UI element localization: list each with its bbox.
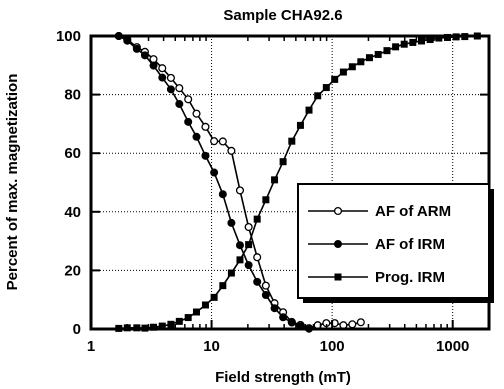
data-point — [219, 282, 227, 290]
data-point — [218, 137, 227, 146]
data-point — [184, 117, 193, 126]
data-point — [357, 58, 365, 66]
data-point — [392, 43, 400, 51]
data-point — [149, 61, 158, 70]
x-tick-label: 1000 — [436, 338, 469, 355]
data-point — [192, 109, 201, 118]
data-point — [201, 151, 210, 160]
data-point — [175, 99, 184, 108]
data-point — [184, 95, 193, 104]
y-tick-label: 0 — [73, 321, 81, 338]
legend-marker — [333, 239, 342, 248]
data-point — [132, 44, 141, 53]
y-tick-label: 60 — [64, 145, 81, 162]
data-point — [356, 318, 365, 327]
data-point — [409, 38, 417, 46]
x-tick-label: 1 — [87, 338, 95, 355]
legend-marker — [333, 206, 343, 216]
data-point — [245, 241, 253, 249]
grid-lines — [91, 36, 489, 329]
data-point — [271, 176, 279, 184]
legend-label: AF of IRM — [375, 236, 445, 253]
data-point — [435, 34, 443, 42]
data-point — [253, 277, 262, 286]
data-point — [322, 84, 330, 92]
y-axis-label: Percent of max. magnetization — [4, 74, 21, 291]
series-line — [118, 35, 310, 330]
data-point — [192, 132, 201, 141]
data-point — [261, 291, 270, 300]
data-point — [417, 37, 425, 45]
plot-frame — [89, 34, 491, 331]
x-tick-label: 10 — [203, 338, 220, 355]
data-point — [227, 146, 236, 155]
data-point — [201, 301, 209, 309]
data-point — [227, 269, 235, 277]
data-point — [210, 293, 218, 301]
data-point — [365, 54, 373, 62]
data-point — [184, 314, 192, 322]
data-point — [261, 281, 270, 290]
data-point — [158, 322, 166, 330]
data-point — [287, 318, 296, 327]
data-point — [253, 215, 261, 223]
data-point — [339, 68, 347, 76]
data-point — [210, 168, 219, 177]
axis-ticks: 1 10 100 1000 0 20 40 60 80 100 — [56, 28, 490, 355]
data-point — [158, 64, 167, 73]
data-point — [314, 92, 322, 100]
data-point — [383, 47, 391, 55]
data-point — [201, 122, 210, 131]
chart-title: Sample CHA92.6 — [223, 7, 342, 24]
data-point — [331, 75, 339, 83]
data-point — [296, 121, 304, 129]
data-point — [167, 320, 175, 328]
y-tick-label: 100 — [56, 28, 81, 45]
data-point — [150, 323, 158, 331]
legend-label: AF of ARM — [375, 203, 451, 220]
data-point — [279, 158, 287, 166]
y-tick-label: 80 — [64, 87, 81, 104]
data-point — [175, 84, 184, 93]
data-point — [400, 40, 408, 48]
data-point — [175, 317, 183, 325]
y-tick-label: 20 — [64, 262, 81, 279]
series-2 — [114, 32, 314, 333]
data-point — [236, 256, 244, 264]
data-point — [270, 304, 279, 313]
data-point — [348, 63, 356, 71]
data-point — [262, 196, 270, 204]
data-point — [235, 241, 244, 250]
data-point — [227, 218, 236, 227]
legend: AF of ARM AF of IRM Prog. IRM — [297, 183, 494, 303]
data-point — [244, 222, 253, 232]
data-point — [210, 137, 219, 146]
data-point — [218, 190, 227, 199]
data-point — [140, 51, 149, 60]
legend-label: Prog. IRM — [375, 269, 445, 286]
data-point — [244, 261, 253, 270]
data-point — [288, 137, 296, 145]
legend-box — [297, 183, 490, 299]
data-point — [426, 36, 434, 44]
data-point — [279, 313, 288, 322]
data-point — [348, 320, 357, 329]
x-axis-label: Field strength (mT) — [215, 369, 351, 386]
data-point — [253, 253, 262, 262]
data-point — [305, 106, 313, 114]
data-point — [158, 73, 167, 82]
data-point — [235, 186, 245, 195]
data-point — [166, 73, 175, 82]
data-point — [193, 308, 201, 316]
legend-marker — [334, 273, 342, 281]
data-point — [374, 50, 382, 58]
x-tick-label: 100 — [320, 338, 345, 355]
data-point — [166, 85, 175, 94]
y-tick-label: 40 — [64, 204, 81, 221]
